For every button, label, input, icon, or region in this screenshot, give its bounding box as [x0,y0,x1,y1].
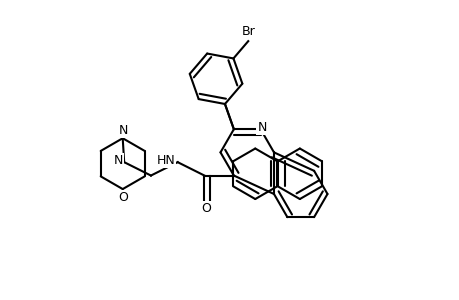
Text: N: N [257,121,266,134]
Text: O: O [201,202,210,215]
Text: HN: HN [156,154,175,167]
Text: Br: Br [241,25,255,38]
Text: N: N [118,124,128,137]
Text: N: N [113,154,123,167]
Text: O: O [118,190,127,204]
